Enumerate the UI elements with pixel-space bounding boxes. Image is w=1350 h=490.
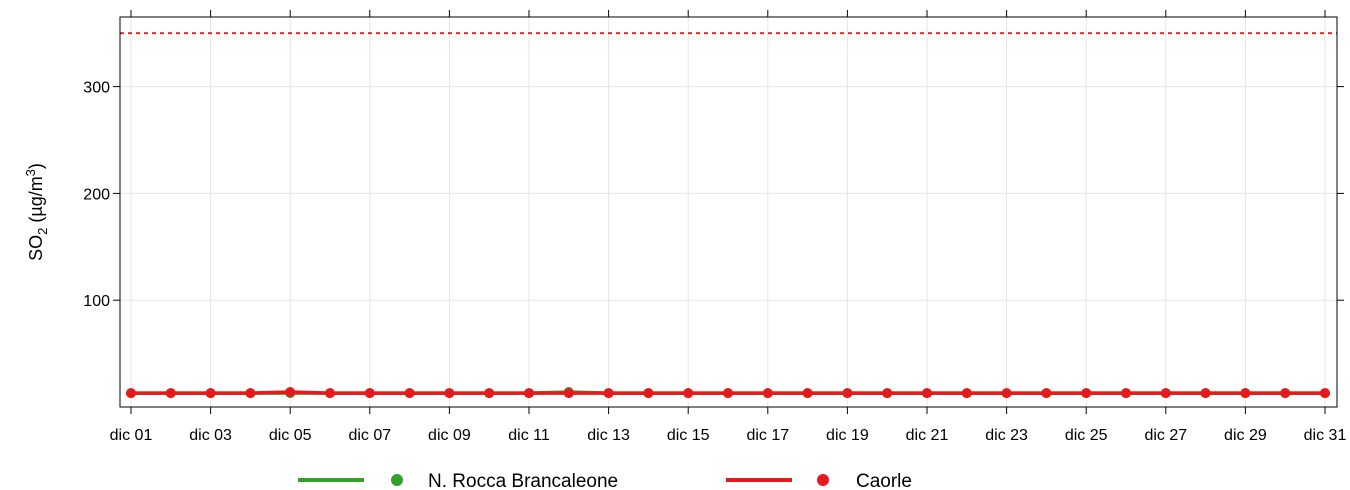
- series-2-point: [205, 388, 216, 399]
- series-2-point: [1041, 388, 1052, 399]
- x-axis: dic 01 dic 03 dic 05 dic 07 dic 09 dic 11 dic …: [110, 10, 1347, 444]
- series-2-point: [882, 388, 893, 399]
- series-2-point: [524, 388, 534, 399]
- series-2-point: [444, 388, 455, 399]
- x-tick-label: dic 15: [667, 427, 710, 444]
- y-tick-label: 100: [83, 293, 110, 310]
- legend-item-series-2: Caorle: [726, 471, 912, 490]
- x-tick-label: dic 29: [1224, 427, 1267, 444]
- series-2-point: [802, 388, 813, 399]
- x-tick-label: dic 21: [906, 427, 949, 444]
- y-axis-label-close: ): [26, 163, 46, 169]
- series-2-point: [364, 388, 375, 399]
- series-2-point: [245, 388, 256, 399]
- series-layer: [126, 387, 1330, 399]
- series-2-point: [404, 388, 415, 399]
- y-axis-label-superscript: 3: [23, 169, 38, 176]
- x-tick-label: dic 27: [1144, 427, 1187, 444]
- y-tick-label: 200: [83, 186, 110, 203]
- grid: [120, 17, 1337, 407]
- series-2-point: [285, 387, 296, 398]
- series-2-point: [1001, 388, 1012, 399]
- x-tick-label: dic 09: [428, 427, 471, 444]
- legend-item-series-1: N. Rocca Brancaleone: [298, 471, 618, 490]
- series-2-point: [165, 388, 176, 399]
- x-tick-label: dic 23: [985, 427, 1028, 444]
- x-tick-label: dic 11: [508, 427, 550, 444]
- series-2-point: [484, 388, 495, 399]
- legend: N. Rocca Brancaleone Caorle: [298, 471, 912, 490]
- x-tick-label: dic 25: [1065, 427, 1108, 444]
- y-axis-label-prefix: SO: [26, 235, 46, 261]
- series-2-point: [126, 388, 136, 399]
- series-2-point: [842, 388, 853, 399]
- series-2-point: [1240, 388, 1251, 399]
- x-tick-label: dic 05: [269, 427, 312, 444]
- y-tick-label: 300: [83, 80, 110, 97]
- x-tick-label: dic 03: [189, 427, 232, 444]
- series-2-point: [762, 388, 773, 399]
- series-2-point: [643, 388, 654, 399]
- legend-label-series-1: N. Rocca Brancaleone: [428, 471, 618, 490]
- x-tick-label: dic 07: [348, 427, 391, 444]
- series-2-point: [1280, 388, 1291, 399]
- y-axis-label-unit: (µg/m: [26, 176, 46, 227]
- legend-marker-series-2: [817, 474, 829, 486]
- x-tick-label: dic 19: [826, 427, 869, 444]
- series-2-point: [1200, 388, 1211, 399]
- x-tick-label: dic 31: [1304, 427, 1347, 444]
- series-2-point: [563, 388, 574, 399]
- series-2-point: [1081, 388, 1092, 399]
- series-2-point: [1320, 388, 1330, 399]
- legend-label-series-2: Caorle: [856, 471, 912, 490]
- series-2-point: [683, 388, 694, 399]
- plot-frame: [119, 16, 1338, 408]
- y-axis: 100 200 300: [83, 80, 1344, 310]
- series-2-point: [1160, 388, 1171, 399]
- legend-marker-series-1: [391, 474, 403, 486]
- series-2-point: [723, 388, 733, 399]
- series-2-point: [603, 388, 614, 399]
- series-2-point: [1121, 388, 1131, 399]
- series-2-point: [922, 388, 932, 399]
- series-2-point: [961, 388, 972, 399]
- x-tick-label: dic 13: [587, 427, 630, 444]
- series-2-point: [325, 388, 335, 399]
- x-tick-label: dic 17: [746, 427, 789, 444]
- y-axis-label: SO2 (µg/m3): [23, 163, 50, 261]
- y-axis-label-subscript: 2: [35, 228, 50, 235]
- x-tick-label: dic 01: [110, 427, 153, 444]
